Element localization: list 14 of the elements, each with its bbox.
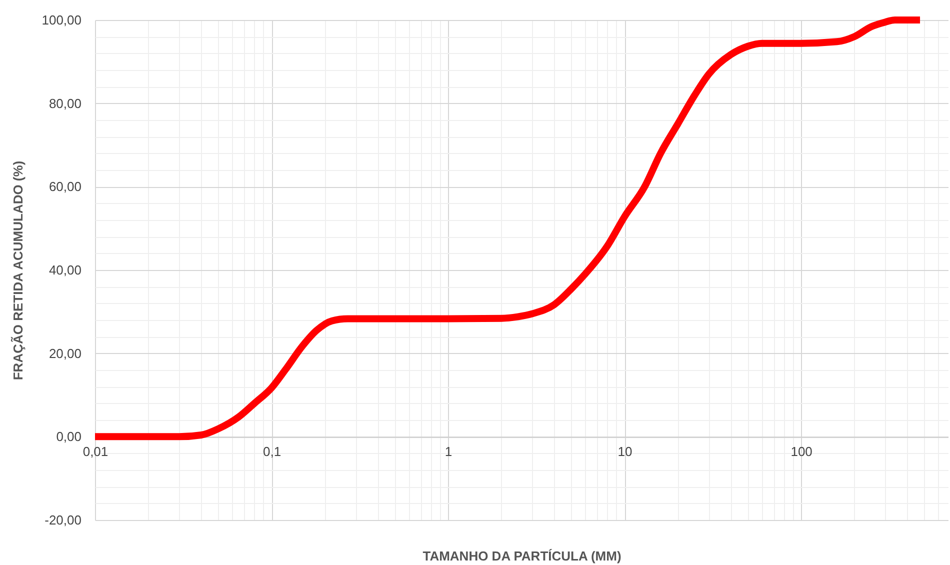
y-tick-label: 80,00 bbox=[48, 96, 82, 111]
x-axis-title: TAMANHO DA PARTÍCULA (MM) bbox=[422, 548, 622, 564]
x-tick-label: 100 bbox=[790, 444, 812, 460]
y-tick-label: 20,00 bbox=[48, 346, 82, 361]
y-tick-label: 40,00 bbox=[48, 262, 82, 278]
x-tick-label: 1 bbox=[444, 444, 452, 460]
y-tick-label: 60,00 bbox=[48, 179, 82, 194]
y-tick-label: 100,00 bbox=[42, 12, 82, 28]
x-tick-label: 10 bbox=[618, 444, 632, 460]
x-tick-label: 0,01 bbox=[82, 444, 108, 460]
x-tick-label: 0,1 bbox=[262, 444, 282, 460]
y-axis-title: FRAÇÃO RETIDA ACUMULADO (%) bbox=[10, 160, 26, 380]
y-tick-label: -20,00 bbox=[44, 512, 82, 528]
y-tick-label: 0,00 bbox=[56, 429, 82, 444]
